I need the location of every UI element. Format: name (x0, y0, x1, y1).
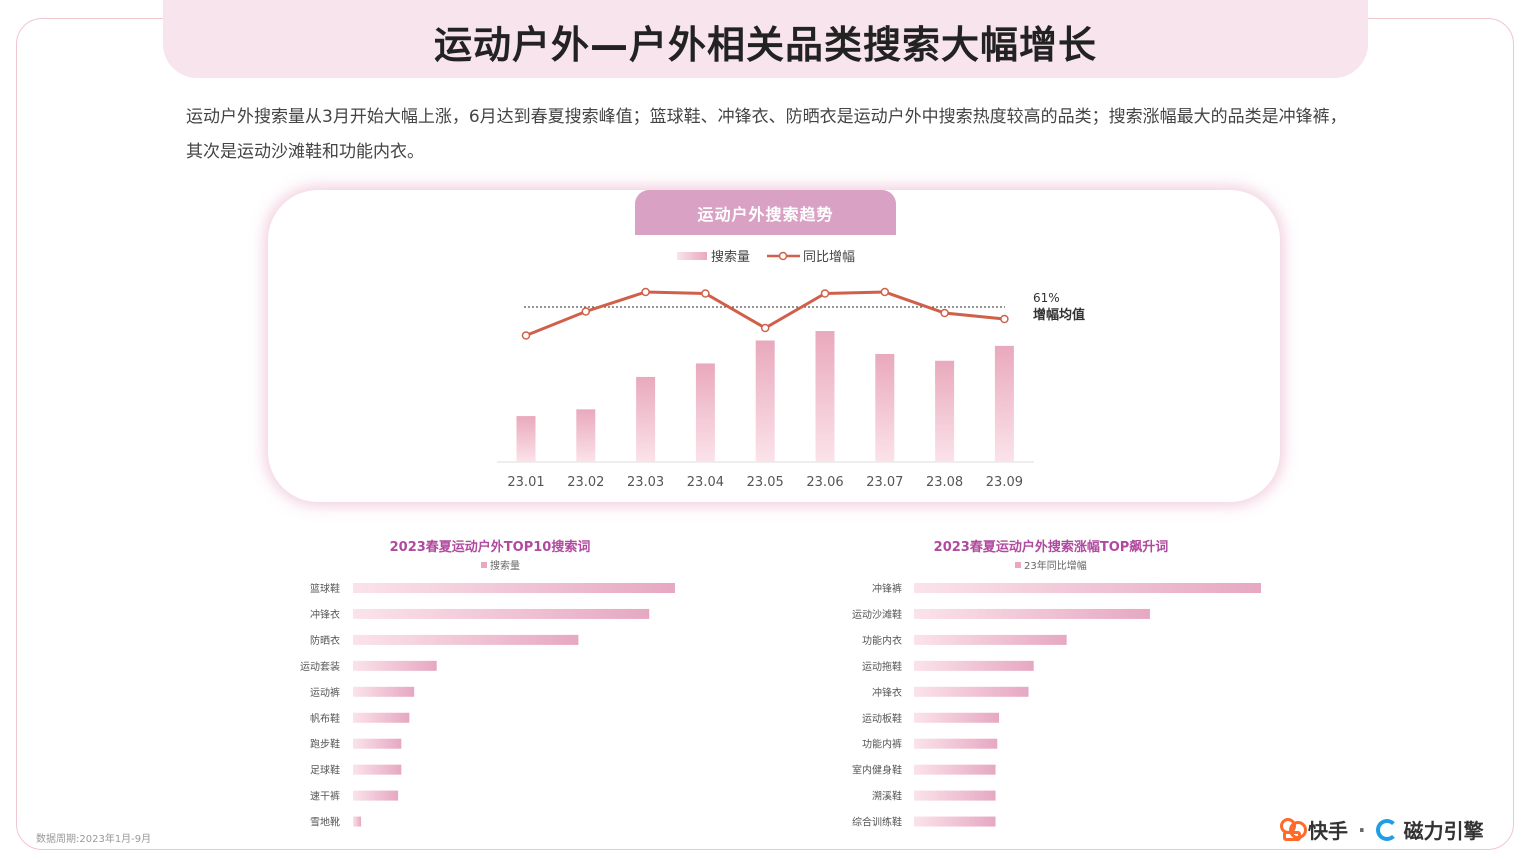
top10-category-label: 帆布鞋 (310, 712, 340, 725)
top10-bar-速干裤 (353, 790, 399, 801)
trend-yoy-point-23.01 (521, 331, 531, 340)
surge-legend-swatch (1015, 562, 1021, 568)
legend-label-line: 同比增幅 (803, 250, 855, 265)
surge-bar-功能内衣 (914, 634, 1067, 645)
top10-bar-足球鞋 (353, 764, 402, 775)
surge-bar-冲锋裤 (914, 583, 1261, 593)
brand-separator: · (1358, 817, 1366, 842)
surge-category-label: 冲锋衣 (872, 686, 902, 699)
trend-x-tick: 23.01 (507, 475, 544, 490)
trend-x-tick: 23.05 (747, 475, 784, 490)
trend-x-tick: 23.03 (627, 475, 664, 490)
surge-category-label: 冲锋裤 (872, 582, 902, 595)
trend-yoy-point-23.08 (940, 308, 949, 318)
trend-x-tick: 23.04 (687, 475, 724, 490)
top10-bar-防晒衣 (353, 634, 579, 645)
top10-bar-篮球鞋 (353, 583, 675, 593)
top10-bar-帆布鞋 (353, 712, 410, 723)
surge-bar-冲锋衣 (914, 686, 1029, 697)
top10-category-label: 冲锋衣 (310, 608, 340, 621)
trend-bar-23.06 (815, 331, 835, 462)
surge-category-label: 运动沙滩鞋 (852, 608, 902, 621)
surge-bar-室内健身鞋 (914, 764, 996, 775)
top10-bar-运动套装 (353, 660, 437, 671)
trend-yoy-point-23.05 (760, 323, 770, 333)
top10-category-label: 篮球鞋 (310, 582, 340, 595)
trend-yoy-point-23.02 (581, 307, 591, 316)
trend-x-tick: 23.08 (926, 475, 963, 490)
surge-bar-运动板鞋 (914, 712, 1000, 723)
trend-yoy-point-23.03 (641, 287, 650, 297)
trend-bar-23.07 (875, 354, 895, 462)
top10-title: 2023春夏运动户外TOP10搜索词 (390, 539, 591, 555)
trend-x-tick: 23.02 (567, 475, 604, 490)
trend-yoy-point-23.06 (820, 289, 830, 298)
surge-bar-运动拖鞋 (914, 660, 1034, 671)
surge-category-label: 溯溪鞋 (872, 790, 902, 803)
trend-average-value: 61% (1033, 291, 1060, 305)
trend-bar-23.08 (935, 360, 955, 462)
trend-x-tick: 23.09 (986, 475, 1023, 490)
top10-category-label: 运动裤 (310, 686, 340, 699)
brand-logos: 快手 · 磁力引擎 (1280, 815, 1484, 844)
brand-kuaishou: 快手 (1308, 819, 1348, 843)
trend-yoy-point-23.07 (880, 287, 890, 297)
surge-legend-label: 23年同比增幅 (1024, 559, 1087, 572)
surge-category-label: 功能内衣 (862, 634, 902, 647)
surge-category-label: 室内健身鞋 (852, 764, 902, 777)
top10-category-label: 雪地靴 (310, 816, 340, 829)
top10-bar-雪地靴 (353, 816, 362, 827)
surge-category-label: 运动板鞋 (862, 712, 902, 725)
cili-logo-icon (1375, 818, 1398, 841)
legend-marker-line (778, 251, 788, 261)
trend-x-tick: 23.07 (866, 475, 903, 490)
kuaishou-logo-icon (1280, 817, 1307, 842)
trend-bar-23.01 (516, 416, 536, 462)
title-band (163, 0, 1368, 78)
trend-yoy-point-23.09 (1000, 314, 1009, 324)
page-title: 运动户外—户外相关品类搜索大幅增长 (433, 23, 1097, 67)
surge-category-label: 功能内裤 (862, 738, 902, 751)
surge-bar-功能内裤 (914, 738, 998, 749)
brand-cili: 磁力引擎 (1403, 819, 1484, 843)
top10-category-label: 跑步鞋 (310, 738, 340, 751)
trend-bar-23.05 (755, 340, 775, 462)
legend-label-bars: 搜索量 (711, 250, 750, 265)
top10-category-label: 足球鞋 (310, 764, 340, 777)
top10-bar-冲锋衣 (353, 608, 650, 619)
surge-bar-综合训练鞋 (914, 816, 996, 827)
top10-category-label: 速干裤 (310, 790, 340, 803)
surge-category-label: 综合训练鞋 (852, 816, 902, 829)
data-period-note: 数据周期:2023年1月-9月 (36, 834, 152, 845)
legend-swatch-bars (677, 252, 707, 260)
surge-bar-溯溪鞋 (914, 790, 996, 801)
top10-category-label: 防晒衣 (310, 634, 340, 647)
intro-paragraph: 运动户外搜索量从3月开始大幅上涨，6月达到春夏搜索峰值；篮球鞋、冲锋衣、防晒衣是… (186, 107, 1347, 162)
top10-bar-跑步鞋 (353, 738, 402, 749)
trend-bar-23.04 (695, 363, 715, 462)
trend-chart-title: 运动户外搜索趋势 (635, 190, 896, 235)
trend-yoy-point-23.04 (701, 289, 710, 298)
surge-bar-运动沙滩鞋 (914, 608, 1150, 619)
trend-bar-23.09 (994, 345, 1014, 462)
trend-x-tick: 23.06 (806, 475, 843, 490)
trend-bar-23.02 (576, 409, 596, 462)
top10-bar-运动裤 (353, 686, 415, 697)
trend-bar-23.03 (636, 376, 656, 462)
top10-category-label: 运动套装 (300, 660, 340, 673)
top10-legend-label: 搜索量 (490, 559, 520, 572)
surge-title: 2023春夏运动户外搜索涨幅TOP飙升词 (934, 539, 1169, 555)
top10-legend-swatch (481, 562, 487, 568)
trend-average-label: 增幅均值 (1033, 307, 1085, 323)
surge-category-label: 运动拖鞋 (862, 660, 902, 673)
